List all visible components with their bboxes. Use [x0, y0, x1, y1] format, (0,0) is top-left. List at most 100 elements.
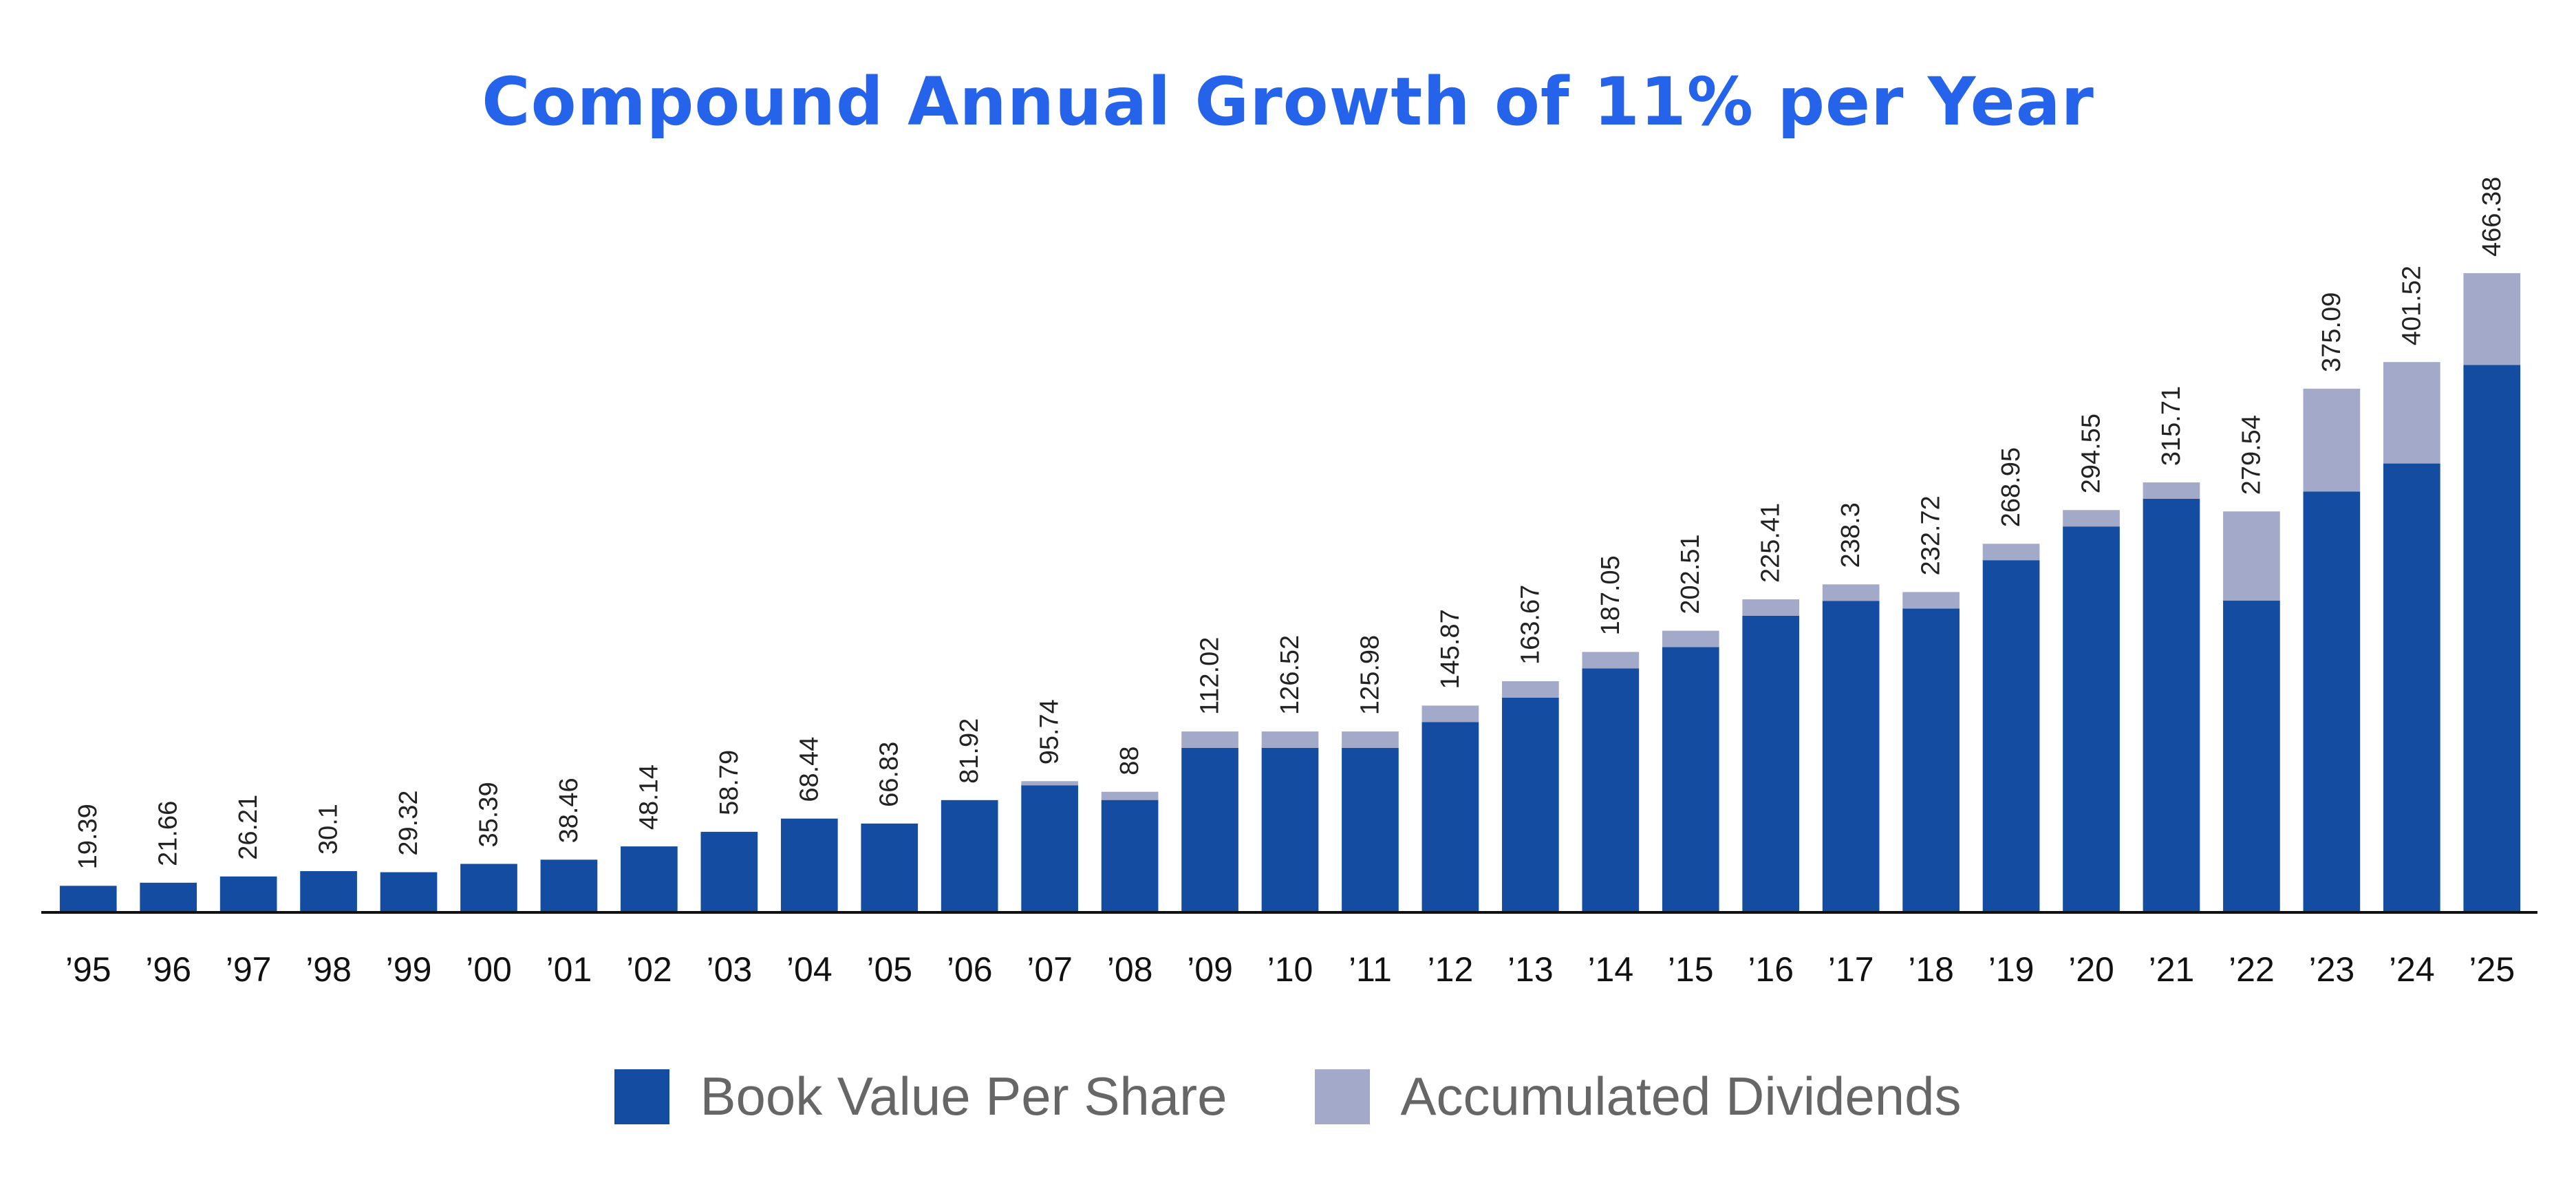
bar-book-value	[460, 864, 517, 912]
bar-book-value	[380, 872, 438, 912]
data-label: 187.05	[1596, 555, 1625, 635]
bar-book-value	[1342, 747, 1399, 912]
bar-book-value	[621, 846, 678, 912]
bar-accumulated-dividends	[1421, 705, 1479, 722]
x-tick-label: ’25	[2469, 950, 2515, 989]
bar-accumulated-dividends	[1742, 599, 1800, 616]
bar-accumulated-dividends	[1342, 731, 1399, 748]
x-tick-label: ’00	[466, 950, 512, 989]
x-tick-label: ’10	[1267, 950, 1313, 989]
x-tick-label: ’98	[305, 950, 352, 989]
bar-accumulated-dividends	[2063, 510, 2120, 527]
x-tick-label: ’03	[706, 950, 752, 989]
data-label: 95.74	[1035, 699, 1064, 764]
x-tick-label: ’13	[1507, 950, 1554, 989]
x-tick-label: ’05	[866, 950, 912, 989]
bar-accumulated-dividends	[1902, 592, 1960, 609]
bar-book-value	[59, 886, 117, 912]
x-tick-label: ’24	[2389, 950, 2435, 989]
x-tick-label: ’04	[786, 950, 833, 989]
data-label: 401.52	[2397, 266, 2426, 345]
bar-accumulated-dividends	[1582, 652, 1640, 669]
data-label: 48.14	[634, 764, 663, 830]
data-label: 125.98	[1355, 635, 1384, 715]
bar-book-value	[1101, 800, 1159, 912]
bar-accumulated-dividends	[1982, 544, 2040, 561]
x-tick-label: ’18	[1908, 950, 1954, 989]
bar-book-value	[219, 876, 277, 912]
x-tick-label: ’19	[1988, 950, 2035, 989]
data-label: 279.54	[2237, 415, 2266, 495]
x-tick-label: ’16	[1748, 950, 1794, 989]
bar-book-value	[861, 823, 919, 912]
x-tick-label: ’96	[145, 950, 191, 989]
bar-book-value	[1502, 697, 1559, 912]
bar-book-value	[1662, 647, 1719, 912]
data-label: 375.09	[2317, 292, 2346, 372]
x-tick-label: ’06	[947, 950, 993, 989]
bar-book-value	[941, 800, 998, 912]
bar-book-value	[1982, 560, 2040, 912]
bar-book-value	[540, 859, 598, 912]
bar-book-value	[2143, 498, 2200, 912]
data-label: 38.46	[555, 778, 583, 843]
bar-book-value	[1261, 747, 1319, 912]
x-tick-label: ’09	[1187, 950, 1233, 989]
data-label: 315.71	[2157, 386, 2186, 466]
data-label: 58.79	[715, 750, 744, 815]
legend-swatch-accumulated-dividends	[1315, 1069, 1371, 1124]
data-label: 29.32	[394, 791, 423, 856]
data-label: 466.38	[2478, 177, 2507, 257]
bar-book-value	[2383, 463, 2440, 912]
bar-book-value	[2063, 526, 2120, 912]
x-tick-label: ’02	[626, 950, 672, 989]
x-tick-label: ’15	[1668, 950, 1714, 989]
legend-label-book-value: Book Value Per Share	[700, 1066, 1227, 1126]
bar-book-value	[2303, 491, 2361, 912]
data-label: 126.52	[1276, 635, 1305, 715]
x-tick-label: ’97	[226, 950, 272, 989]
bar-book-value	[2463, 365, 2521, 912]
legend-item-accumulated-dividends: Accumulated Dividends	[1315, 1065, 1962, 1128]
x-tick-label: ’14	[1587, 950, 1633, 989]
bar-accumulated-dividends	[2383, 362, 2440, 464]
data-label: 225.41	[1757, 503, 1785, 583]
bar-book-value	[1902, 608, 1960, 912]
chart-title: Compound Annual Growth of 11% per Year	[482, 63, 2094, 140]
legend-label-accumulated-dividends: Accumulated Dividends	[1400, 1066, 1962, 1126]
x-tick-label: ’99	[386, 950, 432, 989]
bar-accumulated-dividends	[1181, 731, 1238, 748]
x-tick-label: ’17	[1828, 950, 1874, 989]
data-label: 232.72	[1917, 495, 1946, 575]
bar-accumulated-dividends	[1502, 681, 1559, 698]
data-label: 202.51	[1676, 534, 1705, 614]
data-label: 68.44	[795, 737, 824, 802]
data-label: 145.87	[1436, 609, 1465, 689]
bar-accumulated-dividends	[1662, 630, 1719, 647]
data-label: 112.02	[1196, 637, 1225, 715]
x-tick-label: ’08	[1107, 950, 1153, 989]
x-tick-label: ’95	[65, 950, 111, 989]
x-tick-label: ’21	[2149, 950, 2195, 989]
bar-book-value	[1021, 785, 1078, 912]
data-label: 30.1	[314, 804, 343, 855]
x-tick-label: ’07	[1027, 950, 1073, 989]
x-tick-label: ’11	[1349, 950, 1392, 989]
x-tick-label: ’20	[2068, 950, 2114, 989]
bar-book-value	[2223, 600, 2280, 912]
data-label: 238.3	[1836, 502, 1865, 568]
x-tick-label: ’12	[1428, 950, 1474, 989]
bar-accumulated-dividends	[1101, 791, 1159, 800]
bar-accumulated-dividends	[2303, 388, 2361, 492]
data-label: 19.39	[74, 804, 103, 869]
data-label: 81.92	[955, 718, 984, 784]
data-label: 21.66	[154, 801, 183, 866]
data-label: 26.21	[234, 795, 263, 860]
bar-accumulated-dividends	[1021, 781, 1078, 786]
bar-book-value	[1421, 722, 1479, 912]
bar-accumulated-dividends	[2463, 272, 2521, 365]
x-tick-label: ’01	[546, 950, 592, 989]
x-tick-label: ’22	[2229, 950, 2275, 989]
bar-book-value	[140, 882, 197, 912]
